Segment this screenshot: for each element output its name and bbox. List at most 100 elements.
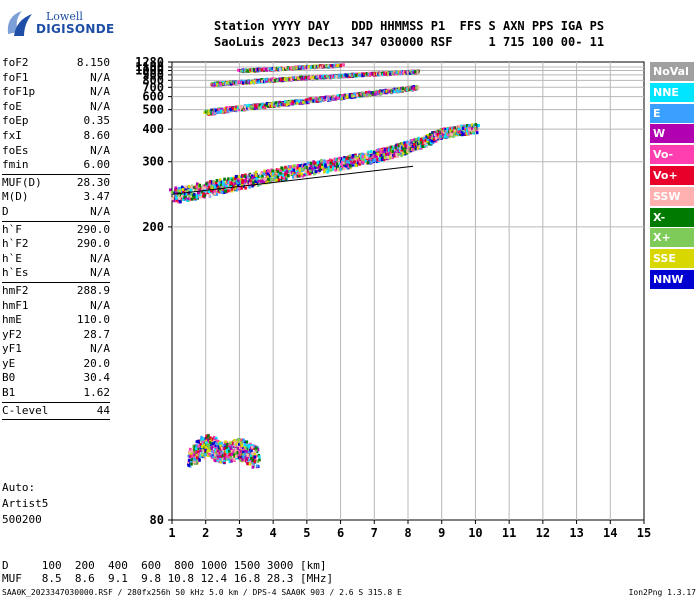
echo-point [218, 182, 221, 186]
echo-point [225, 185, 229, 188]
echo-point [270, 177, 274, 181]
echo-point [347, 161, 351, 164]
param-value: N/A [90, 204, 110, 218]
param-value: 30.4 [83, 371, 111, 385]
echo-point [396, 143, 400, 147]
param-value: 6.00 [83, 158, 111, 172]
echo-point [201, 190, 204, 194]
echo-point [259, 172, 263, 176]
echo-point [368, 73, 372, 77]
echo-point [296, 166, 299, 170]
echo-point [408, 142, 411, 146]
param-name: yF2 [2, 327, 22, 341]
echo-point [361, 155, 364, 159]
echo-point [444, 128, 447, 132]
param-separator [2, 220, 110, 222]
echo-point [313, 172, 316, 176]
echo-point [295, 99, 299, 103]
param-name: fmin [2, 158, 29, 172]
param-row: hmF1 N/A [2, 299, 110, 314]
echo-point [379, 150, 382, 154]
echo-point [279, 171, 282, 175]
echo-point [171, 190, 174, 194]
echo-point [290, 170, 294, 174]
echo-point [371, 91, 375, 95]
param-name: B0 [2, 371, 16, 385]
echo-point [260, 78, 263, 82]
echo-point [327, 166, 331, 169]
echo-point [247, 69, 250, 73]
param-value: 8.150 [76, 56, 110, 69]
echo-point [304, 165, 307, 169]
echo-point [183, 188, 187, 192]
echo-point [361, 152, 364, 156]
echo-point [299, 164, 302, 168]
echo-point [322, 96, 326, 100]
echo-point [449, 127, 453, 131]
param-row: yF2 28.7 [2, 328, 110, 343]
param-row: B0 30.4 [2, 371, 110, 386]
echo-point [457, 124, 461, 128]
echo-point [366, 161, 370, 165]
param-value: 290.0 [76, 237, 110, 251]
echo-point [269, 78, 272, 82]
echo-point [354, 153, 357, 157]
echo-point [227, 177, 230, 181]
echo-point [356, 156, 359, 160]
echo-point [269, 180, 272, 184]
echo-point [253, 79, 256, 83]
echo-point [298, 170, 302, 174]
echo-point [210, 189, 213, 193]
echo-point [442, 132, 445, 136]
param-row: hmE 110.0 [2, 313, 110, 328]
echo-point [216, 111, 219, 114]
echo-point [382, 153, 385, 157]
echo-point [349, 164, 352, 168]
echo-point [435, 129, 439, 133]
echo-point [222, 187, 226, 191]
echo-point [305, 98, 308, 102]
param-value: 20.0 [83, 356, 111, 370]
echo-point [201, 188, 205, 192]
echo-point [315, 99, 318, 103]
echo-point [228, 185, 231, 189]
echo-point [401, 151, 405, 155]
echo-point [174, 194, 177, 198]
echo-point [428, 136, 431, 139]
echo-point [237, 177, 240, 181]
echo-point [276, 170, 279, 174]
echo-point [169, 188, 172, 192]
echo-point [281, 167, 285, 171]
param-name: hmF1 [2, 298, 29, 312]
echo-point [358, 73, 361, 77]
echo-point [184, 187, 187, 191]
echo-point [237, 175, 241, 179]
echo-point [208, 183, 212, 187]
echo-point [317, 171, 321, 175]
echo-point [304, 100, 307, 104]
echo-point [321, 75, 324, 78]
echo-point [247, 107, 251, 111]
echo-point [343, 74, 346, 78]
echo-point [414, 137, 418, 141]
echo-point [265, 170, 268, 174]
autoscaling-notes: Auto: Artist5 500200 [2, 480, 48, 528]
echo-point [243, 174, 247, 178]
echo-point [291, 100, 294, 104]
notes-line-1: Auto: [2, 481, 36, 494]
echo-point [203, 186, 206, 190]
echo-point [394, 146, 397, 150]
echo-point [418, 140, 421, 144]
echo-point [265, 102, 269, 105]
legend-item: SSW [650, 186, 694, 206]
echo-point [446, 135, 449, 139]
echo-point [372, 153, 375, 157]
echo-point [474, 123, 477, 127]
echo-point [182, 189, 185, 193]
legend-item: X- [650, 207, 694, 227]
echo-point [364, 159, 368, 163]
param-row: C-level 44 [2, 404, 110, 419]
echo-point [447, 133, 450, 137]
echo-point [421, 140, 425, 144]
notes-line-3: 500200 [2, 513, 42, 526]
